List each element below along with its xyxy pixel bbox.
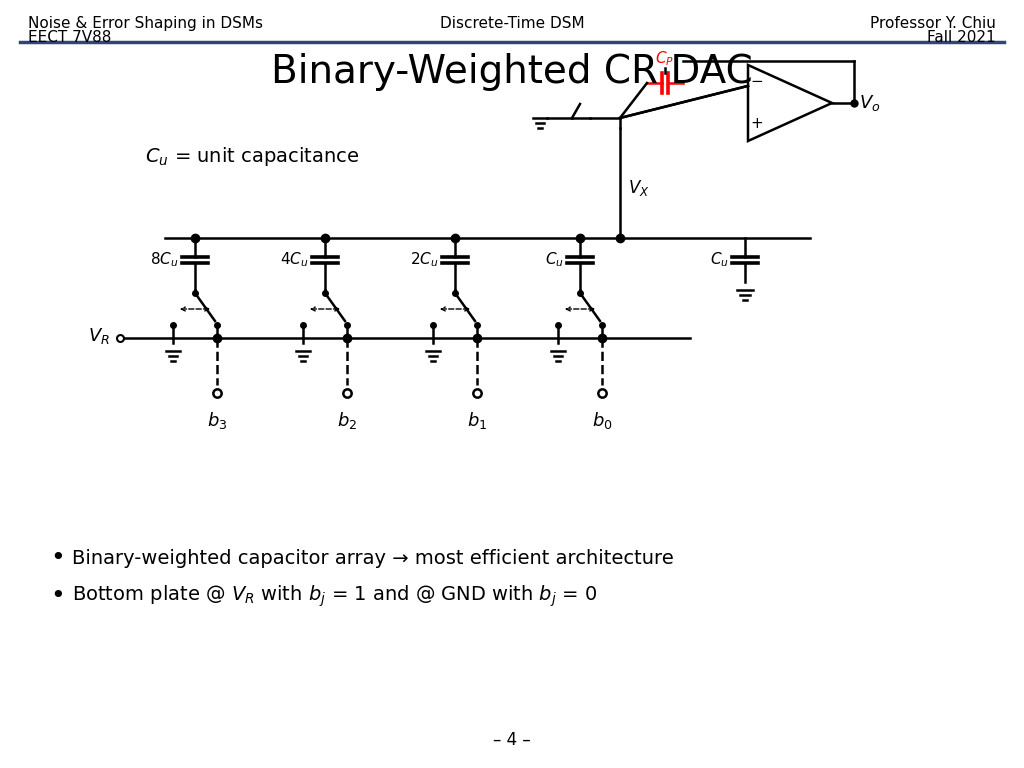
Text: Fall 2021: Fall 2021 [928,30,996,45]
Text: $C_u$: $C_u$ [545,250,564,270]
Text: $2C_u$: $2C_u$ [411,250,439,270]
Text: – 4 –: – 4 – [494,731,530,749]
Text: Discrete-Time DSM: Discrete-Time DSM [439,16,585,31]
Text: $b_3$: $b_3$ [207,410,227,431]
Text: Binary-weighted capacitor array → most efficient architecture: Binary-weighted capacitor array → most e… [72,548,674,568]
Text: $b_0$: $b_0$ [592,410,612,431]
Text: •: • [50,546,65,570]
Text: •: • [50,584,65,608]
Text: $V_X$: $V_X$ [628,178,649,198]
Text: $C_u$: $C_u$ [710,250,729,270]
Text: $V_o$: $V_o$ [859,93,881,113]
Text: Noise & Error Shaping in DSMs: Noise & Error Shaping in DSMs [28,16,263,31]
Text: Bottom plate @ $V_R$ with $b_j$ = 1 and @ GND with $b_j$ = 0: Bottom plate @ $V_R$ with $b_j$ = 1 and … [72,583,597,609]
Text: $b_1$: $b_1$ [467,410,487,431]
Text: $C_P$: $C_P$ [655,49,675,68]
Text: $b_2$: $b_2$ [337,410,357,431]
Text: −: − [751,74,763,90]
Text: Professor Y. Chiu: Professor Y. Chiu [870,16,996,31]
Text: EECT 7V88: EECT 7V88 [28,30,112,45]
Text: $4C_u$: $4C_u$ [281,250,309,270]
Text: +: + [751,117,763,131]
Text: Binary-Weighted CR DAC: Binary-Weighted CR DAC [271,53,753,91]
Text: $8C_u$: $8C_u$ [151,250,179,270]
Text: $C_u$ = unit capacitance: $C_u$ = unit capacitance [145,144,359,167]
Text: $V_R$: $V_R$ [88,326,110,346]
